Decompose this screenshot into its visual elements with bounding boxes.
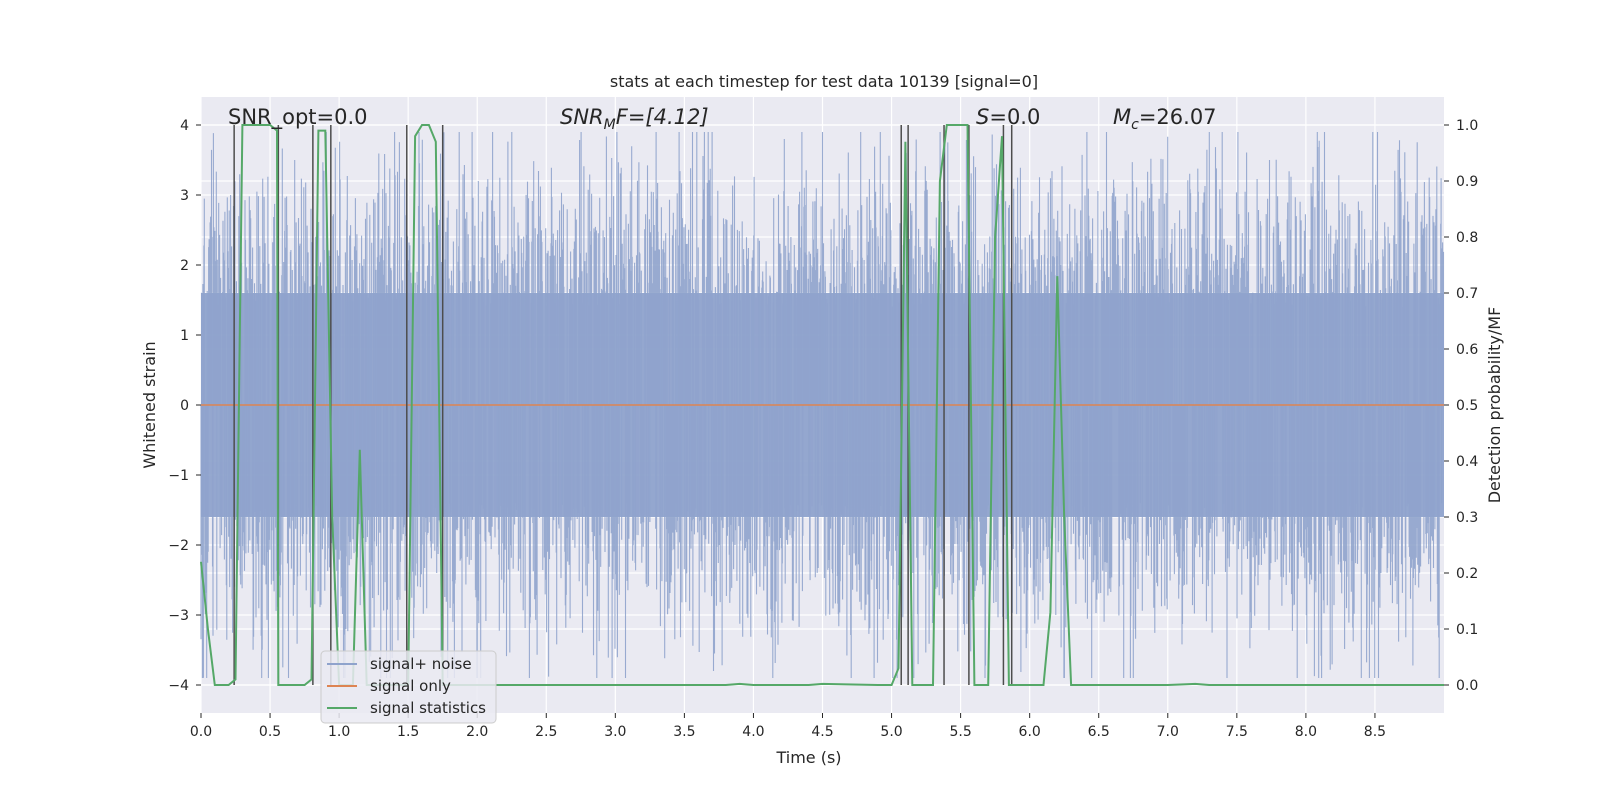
annotation-snr-mf: SNRMF=[4.12] [560,105,709,133]
x-tick-label: 3.0 [604,724,626,740]
x-tick-label: 1.0 [328,724,350,740]
x-tick-label: 5.0 [880,724,902,740]
y-right-tick-label: 0.0 [1456,678,1478,694]
annotation-mc-sub: c [1131,117,1139,133]
y-axis-ticks: 4 3 2 1 0 −1 −2 −3 −4 [168,118,201,694]
y-right-tick-label: 0.3 [1456,510,1478,526]
y-right-tick-label: 1.0 [1456,118,1478,134]
y-axis-right-label: Detection probability/MF [1485,307,1504,504]
y-tick-label: −3 [168,608,189,624]
legend-entry-noise: signal+ noise [370,655,472,673]
chart-title: stats at each timestep for test data 101… [610,72,1038,91]
y-tick-label: −2 [168,538,189,554]
annotation-s-symbol: S [976,105,989,129]
y-right-tick-label: 0.5 [1456,398,1478,414]
legend-box [320,650,497,724]
noise-trace [200,132,1445,678]
y-tick-label: −1 [168,468,189,484]
x-tick-label: 4.0 [742,724,764,740]
y-right-tick-label: 0.9 [1456,174,1478,190]
x-tick-label: 0.0 [190,724,212,740]
y-tick-label: 0 [180,398,189,414]
annotation-snr-mf-rest: F=[4.12] [616,105,709,129]
legend-entry-signal-only: signal only [370,677,451,695]
x-tick-label: 8.0 [1295,724,1317,740]
y-tick-label: 1 [180,328,189,344]
x-tick-label: 1.5 [397,724,419,740]
y-axis-label: Whitened strain [140,341,159,468]
signal-statistics-series [200,124,1444,686]
x-tick-label: 0.5 [259,724,281,740]
annotation-s: S=0.0 [976,105,1040,129]
annotation-mc: Mc=26.07 [1113,105,1217,133]
legend-entry-statistics: signal statistics [370,699,486,717]
x-tick-label: 4.5 [811,724,833,740]
x-axis-label: Time (s) [775,748,841,767]
y-axis-right-ticks: 1.0 0.9 0.8 0.7 0.6 0.5 0.4 0.3 0.2 0.1 0.0 [1444,118,1478,694]
x-tick-label: 3.5 [673,724,695,740]
y-right-tick-label: 0.8 [1456,230,1478,246]
annotation-mc-rest: =26.07 [1139,105,1217,129]
x-tick-label: 6.5 [1088,724,1110,740]
x-axis-ticks: 0.0 0.5 1.0 1.5 2.0 2.5 3.0 3.5 4.0 4.5 5.0 5.5 6.0 6… [190,713,1386,740]
y-tick-label: 3 [180,188,189,204]
x-tick-label: 6.0 [1019,724,1041,740]
y-right-tick-label: 0.4 [1456,454,1478,470]
annotation-s-rest: =0.0 [989,105,1040,129]
x-tick-label: 2.5 [535,724,557,740]
y-right-tick-label: 0.6 [1456,342,1478,358]
x-tick-label: 5.5 [949,724,971,740]
x-tick-label: 7.5 [1226,724,1248,740]
annotation-snr-mf-symbol: SNR [560,105,604,129]
statistics-line [200,124,1444,686]
annotation-mc-symbol: M [1113,105,1131,129]
y-tick-label: 4 [180,118,189,134]
y-tick-label: 2 [180,258,189,274]
x-tick-label: 7.0 [1157,724,1179,740]
y-tick-label: −4 [168,678,189,694]
x-tick-label: 8.5 [1364,724,1386,740]
legend: signal+ noise signal only signal statist… [320,650,497,724]
annotation-snr-opt: SNR_opt=0.0 [228,105,368,130]
annotation-snr-mf-sub: M [604,117,616,133]
y-right-tick-label: 0.2 [1456,566,1478,582]
y-right-tick-label: 0.7 [1456,286,1478,302]
x-tick-label: 2.0 [466,724,488,740]
y-right-tick-label: 0.1 [1456,622,1478,638]
